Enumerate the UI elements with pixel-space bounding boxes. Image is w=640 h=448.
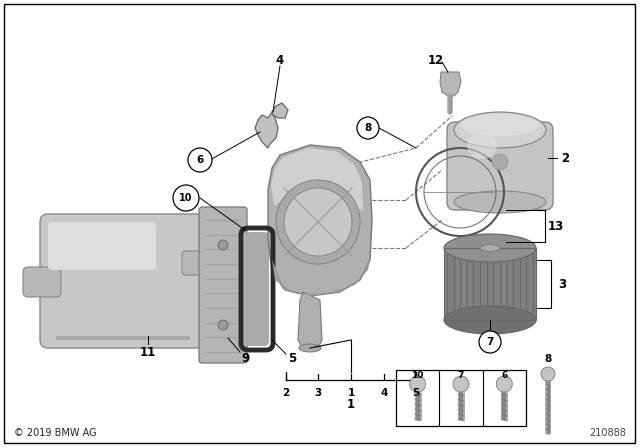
Circle shape [173,185,199,211]
Text: 8: 8 [545,354,552,364]
Text: 7: 7 [458,370,464,379]
FancyBboxPatch shape [48,222,156,270]
Circle shape [218,240,228,250]
Text: 10: 10 [179,193,193,203]
Text: 7: 7 [486,337,493,347]
Text: 3: 3 [558,277,566,290]
Text: 3: 3 [314,388,322,398]
Text: 5: 5 [288,352,296,365]
Circle shape [410,376,426,392]
Text: 1: 1 [347,398,355,411]
Text: 13: 13 [548,220,564,233]
Polygon shape [56,336,190,340]
Text: 2: 2 [282,388,290,398]
Ellipse shape [454,191,546,213]
Circle shape [541,367,555,381]
Polygon shape [271,148,363,210]
Text: 12: 12 [428,53,444,66]
FancyBboxPatch shape [245,232,269,346]
Circle shape [497,376,513,392]
FancyBboxPatch shape [199,207,247,363]
Polygon shape [272,260,370,296]
FancyBboxPatch shape [40,214,204,348]
Polygon shape [255,112,278,148]
Bar [444,248,536,320]
Ellipse shape [480,245,500,251]
Ellipse shape [299,344,321,352]
Bar [444,248,536,320]
Ellipse shape [467,131,497,159]
FancyBboxPatch shape [447,122,553,210]
Polygon shape [268,145,372,296]
Circle shape [453,376,469,392]
Text: 4: 4 [380,388,388,398]
Circle shape [188,148,212,172]
Text: 8: 8 [364,123,372,133]
Circle shape [492,154,508,170]
Ellipse shape [454,112,546,148]
Circle shape [357,117,379,139]
Ellipse shape [461,114,539,136]
Text: 11: 11 [140,345,156,358]
Circle shape [479,331,501,353]
FancyBboxPatch shape [23,267,61,297]
Text: 1: 1 [348,388,355,398]
Circle shape [276,180,360,264]
Polygon shape [272,103,288,118]
Ellipse shape [444,234,536,262]
Text: 2: 2 [561,151,569,164]
Text: 9: 9 [241,352,249,365]
FancyBboxPatch shape [182,251,212,275]
Text: 4: 4 [276,53,284,66]
Text: 5: 5 [412,388,420,398]
Text: 210888: 210888 [589,428,626,438]
Circle shape [218,320,228,330]
Polygon shape [440,72,461,96]
Text: 10: 10 [412,370,424,379]
Text: © 2019 BMW AG: © 2019 BMW AG [14,428,97,438]
Text: 6: 6 [196,155,204,165]
Ellipse shape [444,306,536,334]
Polygon shape [298,292,322,350]
Circle shape [284,188,352,256]
Text: 6: 6 [501,370,508,379]
Bar [396,370,526,426]
